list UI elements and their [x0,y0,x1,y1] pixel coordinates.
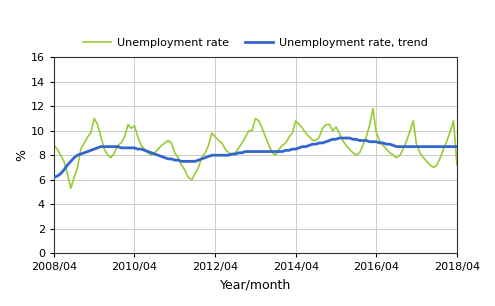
Line: Unemployment rate: Unemployment rate [54,109,457,188]
Line: Unemployment rate, trend: Unemployment rate, trend [54,138,457,177]
Legend: Unemployment rate, Unemployment rate, trend: Unemployment rate, Unemployment rate, tr… [79,33,432,52]
Y-axis label: %: % [15,149,28,161]
X-axis label: Year/month: Year/month [220,278,291,291]
